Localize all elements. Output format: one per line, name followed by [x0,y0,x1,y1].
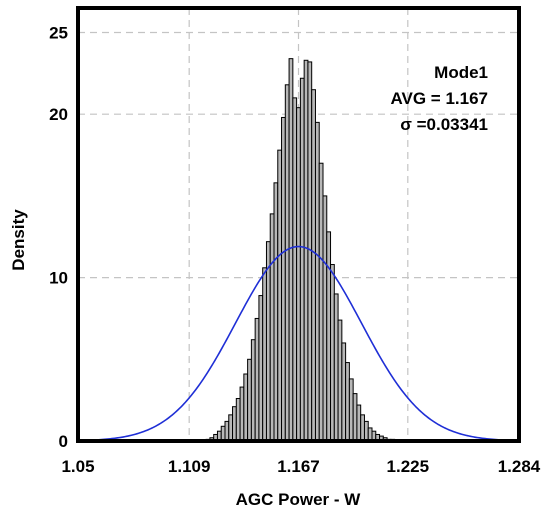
histogram-bar [348,378,354,442]
normal-fit-curve [77,245,520,442]
x-tick-labels: 1.05 1.109 1.167 1.225 1.284 [61,457,540,476]
histogram-bar [352,393,358,442]
histogram-bar [220,425,226,442]
y-tick-label: 10 [49,269,68,288]
histogram-bar [273,182,279,442]
histogram-bar [258,295,264,442]
histogram-bar [235,398,241,442]
histogram-bar [232,406,237,442]
histogram-bar [269,213,275,442]
histogram-bar [224,420,230,442]
histogram-bar [337,319,343,442]
histogram-bar [277,149,283,442]
histogram-bar [307,61,313,442]
histogram-bars [205,58,396,442]
histogram-bar [303,59,309,442]
histogram-bar [243,373,249,442]
histogram-bar [314,121,320,442]
histogram-bar [360,414,365,442]
histogram-bar [299,77,305,442]
histogram-bar [239,386,245,442]
histogram-bar [322,195,328,442]
histogram-bar [296,107,301,442]
histogram-bar [356,404,362,442]
histogram-bar [363,420,369,442]
histogram-bar [281,116,286,442]
y-tick-label: 20 [49,105,68,124]
y-axis-label: Density [9,209,28,271]
histogram-bar [247,358,252,442]
y-tick-label: 25 [49,24,68,43]
histogram-bar [250,339,256,442]
x-tick-label: 1.284 [498,457,541,476]
histogram-bar [311,89,316,442]
plot-frame [76,6,521,443]
x-tick-label: 1.109 [168,457,211,476]
y-tick-labels: 0 10 20 25 [49,24,68,451]
histogram-bar [326,231,332,442]
histogram-bar [284,84,290,442]
histogram-bar [265,241,271,442]
y-tick-label: 0 [59,432,68,451]
histogram-bar [330,264,335,442]
sigma-annotation: σ =0.03341 [400,115,488,134]
x-axis-label: AGC Power - W [236,490,362,509]
histogram-bar [262,267,267,442]
x-tick-label: 1.167 [277,457,320,476]
x-tick-label: 1.05 [61,457,94,476]
histogram-bar [341,342,347,442]
histogram-bar [288,58,294,442]
histogram-bar [345,362,350,442]
histogram-bar [292,97,298,442]
avg-annotation: AVG = 1.167 [391,89,489,108]
histogram-bar [228,414,234,442]
mode-annotation: Mode1 [434,63,488,82]
histogram-bar [318,162,324,442]
x-tick-label: 1.225 [387,457,430,476]
histogram-bar [254,317,260,442]
histogram-bar [333,293,339,442]
